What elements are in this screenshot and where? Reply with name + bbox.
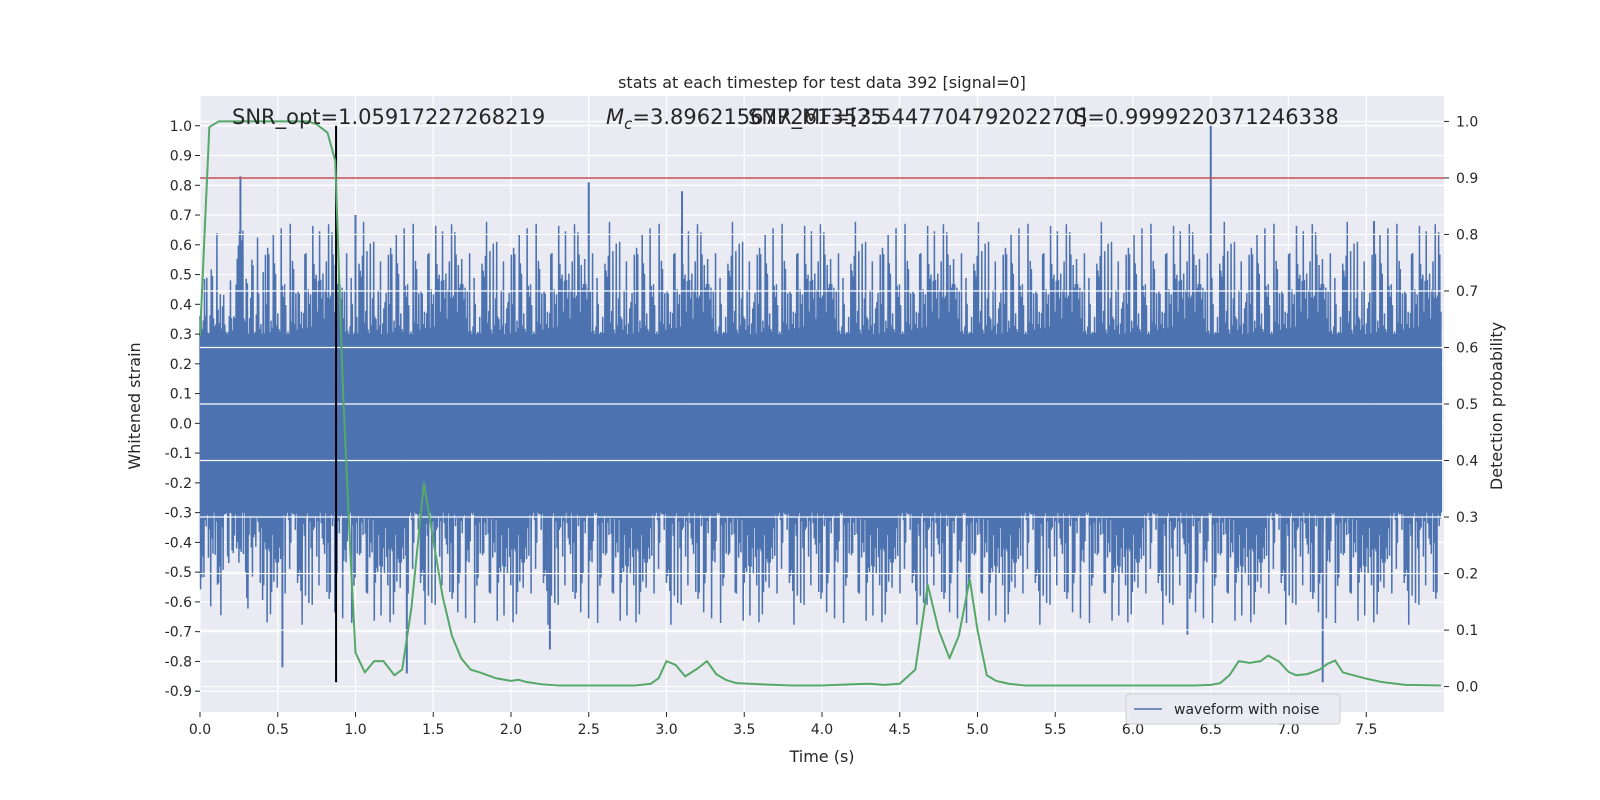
y-left-tick-label: 0.9 (170, 149, 192, 165)
y-left-tick-label: -0.5 (165, 565, 192, 581)
y-left-tick-label: 0.4 (170, 297, 192, 313)
annotation-mc-sub: c (624, 115, 633, 133)
y-left-ticks: 1.0 0.9 0.8 0.7 0.6 0.5 0.4 0.3 0.2 0.1 0.0 -0.1 -0.… (165, 119, 200, 700)
x-tick-label: 1.0 (344, 722, 366, 738)
y-right-tick-label: 0.9 (1456, 171, 1478, 187)
y-right-tick-label: 0.6 (1456, 340, 1478, 356)
annotation-mc: Mc=3.8962156772613525 (606, 105, 884, 133)
annotation-snr-opt: SNR_opt=1.05917227268219 (232, 105, 545, 130)
x-tick-label: 6.5 (1200, 722, 1222, 738)
y-left-axis-label: Whitened strain (125, 342, 144, 469)
y-left-tick-label: 1.0 (170, 119, 192, 135)
x-axis-label: Time (s) (788, 747, 854, 766)
legend: waveform with noise (1125, 693, 1341, 725)
waveform-series (199, 125, 1442, 683)
x-tick-label: 3.0 (655, 722, 677, 738)
y-right-tick-label: 0.4 (1456, 454, 1478, 470)
chart-title: stats at each timestep for test data 392… (618, 73, 1026, 92)
y-right-tick-label: 1.0 (1456, 114, 1478, 130)
y-right-tick-label: 0.7 (1456, 284, 1478, 300)
x-tick-label: 5.5 (1044, 722, 1066, 738)
y-left-tick-label: -0.7 (165, 625, 192, 641)
y-left-tick-label: -0.9 (165, 684, 192, 700)
x-tick-label: 4.5 (889, 722, 911, 738)
detection-probability-series (199, 120, 1441, 687)
annotation-mc-value: =3.8962156772613525 (632, 105, 883, 129)
x-tick-label: 5.0 (966, 722, 988, 738)
x-tick-label: 0.5 (267, 722, 289, 738)
annotation-s: S=0.9999220371246338 (1074, 105, 1339, 129)
x-tick-label: 2.5 (578, 722, 600, 738)
y-right-ticks: 1.0 0.9 0.8 0.7 0.6 0.5 0.4 0.3 0.2 0.1 0.0 (1444, 114, 1478, 696)
x-tick-label: 0.0 (189, 722, 211, 738)
y-left-tick-label: 0.7 (170, 208, 192, 224)
waveform-dense-band (200, 348, 1442, 513)
y-right-axis-label: Detection probability (1487, 322, 1506, 490)
y-right-tick-label: 0.5 (1456, 397, 1478, 413)
x-tick-label: 7.0 (1277, 722, 1299, 738)
legend-box (1125, 693, 1341, 725)
x-tick-label: 1.5 (422, 722, 444, 738)
y-right-tick-label: 0.8 (1456, 227, 1478, 243)
x-tick-label: 4.0 (811, 722, 833, 738)
annotation-snr-mf: SNR_MF=[3.544770479202270] (748, 105, 1087, 130)
y-left-tick-label: 0.3 (170, 327, 192, 343)
y-left-tick-label: -0.2 (165, 476, 192, 492)
y-left-tick-label: 0.8 (170, 178, 192, 194)
x-tick-label: 3.5 (733, 722, 755, 738)
legend-label-waveform: waveform with noise (1174, 702, 1319, 718)
y-left-tick-label: 0.6 (170, 238, 192, 254)
x-tick-label: 7.5 (1355, 722, 1377, 738)
y-left-tick-label: -0.8 (165, 654, 192, 670)
y-right-tick-label: 0.2 (1456, 567, 1478, 583)
x-tick-label: 2.0 (500, 722, 522, 738)
y-left-tick-label: -0.3 (165, 506, 192, 522)
y-left-tick-label: 0.5 (170, 268, 192, 284)
y-right-tick-label: 0.3 (1456, 510, 1478, 526)
y-left-tick-label: 0.0 (170, 416, 192, 432)
y-left-tick-label: 0.1 (170, 387, 192, 403)
y-left-tick-label: -0.6 (165, 595, 192, 611)
y-left-tick-label: 0.2 (170, 357, 192, 373)
y-left-tick-label: -0.1 (165, 446, 192, 462)
x-ticks: 0.0 0.5 1.0 1.5 2.0 2.5 3.0 3.5 4.0 4.5 5.0 5.5 6.0 6… (189, 712, 1377, 738)
x-tick-label: 6.0 (1122, 722, 1144, 738)
y-right-tick-label: 0.1 (1456, 623, 1478, 639)
annotation-mc-symbol: M (606, 105, 624, 129)
y-right-tick-label: 0.0 (1456, 680, 1478, 696)
detection-probability-line (199, 120, 1441, 687)
y-left-tick-label: -0.4 (165, 535, 192, 551)
